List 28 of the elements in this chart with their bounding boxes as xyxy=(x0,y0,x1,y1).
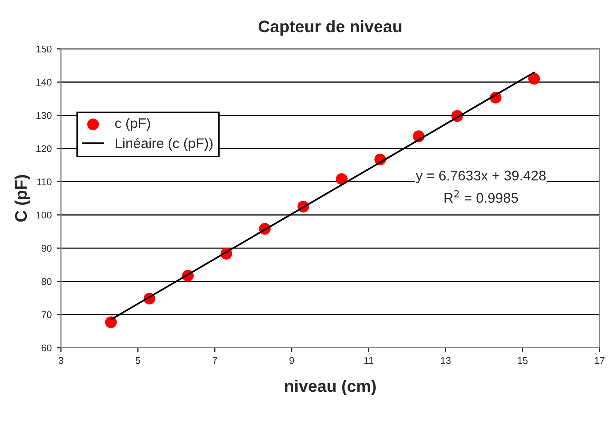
x-tick-label: 11 xyxy=(364,357,374,364)
x-tick-label: 3 xyxy=(58,357,64,364)
y-tick-label: 80 xyxy=(42,278,52,286)
point xyxy=(336,173,348,186)
x-tick-label: 7 xyxy=(212,357,218,364)
y-tick-label: 70 xyxy=(42,312,52,318)
x-tick-label: 13 xyxy=(441,357,451,364)
y-tick-label: 100 xyxy=(36,212,52,219)
point xyxy=(105,316,118,328)
y-tick-label: 60 xyxy=(42,344,52,352)
x-tick-label: 17 xyxy=(595,357,605,364)
y-axis-title: C (pF) xyxy=(14,175,30,222)
annotation: y = 6.7633x + 39.428 xyxy=(416,170,546,184)
legend-label: c (pF) xyxy=(115,118,150,132)
x-axis-title: niveau (cm) xyxy=(285,380,376,396)
y-tick-label: 130 xyxy=(36,112,52,120)
y-tick-label: 90 xyxy=(42,245,52,252)
chart-title: Capteur de niveau xyxy=(258,20,402,36)
annotation: R$^{2}$ = 0.9985 xyxy=(444,190,518,204)
x-tick-label: 9 xyxy=(290,357,294,364)
y-tick-label: 150 xyxy=(36,46,52,53)
legend-label: Linéaire (c (pF)) xyxy=(116,138,213,152)
point xyxy=(528,73,540,85)
y-tick-label: 120 xyxy=(36,145,52,152)
y-tick-label: 110 xyxy=(37,178,52,186)
x-tick-label: 15 xyxy=(518,357,528,364)
y-tick-label: 140 xyxy=(36,79,52,86)
x-tick-label: 5 xyxy=(136,357,140,364)
